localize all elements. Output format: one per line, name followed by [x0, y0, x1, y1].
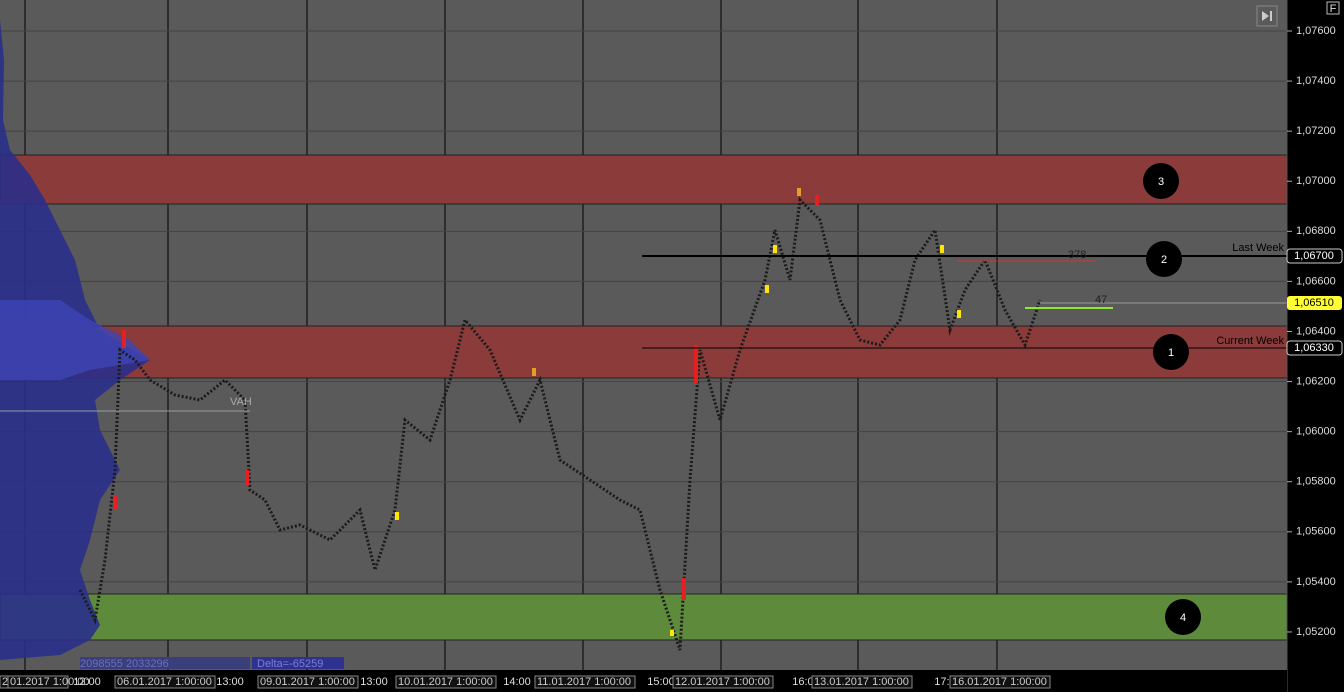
hour-label: 13:00 — [216, 676, 244, 688]
hour-label: 13:00 — [360, 676, 388, 688]
volume-profile-peak — [0, 300, 150, 380]
price-tag — [1287, 296, 1342, 310]
scroll-end-icon — [1262, 11, 1272, 21]
price-label: 1,05600 — [1296, 526, 1336, 538]
hour-label: 15:00 — [647, 676, 675, 688]
price-tag-text: 1,06700 — [1294, 250, 1334, 262]
date-label: 13.01.2017 1:00:00 — [814, 676, 909, 688]
date-box — [811, 675, 913, 689]
hour-label: 14:00 — [503, 676, 531, 688]
date-box — [257, 675, 359, 689]
price-axis: 1,07600 1,07400 1,07200 1,07000 1,06800 1,066… — [1287, 25, 1336, 638]
highlight-ticks — [113, 188, 961, 636]
date-box — [114, 675, 216, 689]
price-label: 1,07600 — [1296, 25, 1336, 37]
zone-number: 2 — [1161, 254, 1167, 266]
price-label: 1,06200 — [1296, 375, 1336, 387]
price-label: 1,07400 — [1296, 75, 1336, 87]
date-box — [949, 675, 1051, 689]
corner-button-label: F — [1330, 3, 1337, 15]
date-label: 10.01.2017 1:00:00 — [398, 676, 493, 688]
date-label: 12.01.2017 1:00:00 — [675, 676, 770, 688]
price-label: 1,06800 — [1296, 225, 1336, 237]
price-tag — [1286, 340, 1343, 356]
price-trace — [78, 196, 1042, 651]
date-label: 01.2017 1:00:00 — [10, 676, 90, 688]
hour-label: 12:00 — [73, 676, 101, 688]
date-box — [7, 675, 69, 689]
price-label: 1,06400 — [1296, 325, 1336, 337]
date-label: 11.01.2017 1:00:00 — [537, 676, 631, 688]
zone-1 — [0, 325, 1288, 379]
zone-number: 1 — [1168, 347, 1174, 359]
price-label: 1,05800 — [1296, 476, 1336, 488]
red-count: 378 — [1068, 249, 1086, 261]
current-week-label: Current Week — [1216, 335, 1284, 347]
price-tag-text: 1,06510 — [1294, 297, 1334, 309]
delta-box — [252, 657, 344, 669]
zone-number: 4 — [1180, 612, 1186, 624]
date-label: 09.01.2017 1:00:00 — [260, 676, 355, 688]
zone-3 — [0, 154, 1288, 205]
time-labels: 12:0013:0013:0014:0015:0016:0017:002.201… — [0, 675, 1051, 689]
price-label: 1,06000 — [1296, 426, 1336, 438]
zone-markers: 3 2 1 4 — [1143, 163, 1201, 635]
zone-4 — [0, 593, 1288, 641]
green-count: 47 — [1095, 294, 1107, 306]
price-tag-text: 1,06330 — [1294, 342, 1334, 354]
profile-delta: Delta=-65259 — [257, 658, 323, 670]
profile-bar — [80, 657, 250, 669]
vah-label: VAH — [230, 396, 252, 408]
date-box — [534, 675, 636, 689]
date-box — [395, 675, 497, 689]
profile-volumes: 2098555 2033296 — [80, 658, 169, 670]
last-week-label: Last Week — [1232, 242, 1284, 254]
price-label: 1,05200 — [1296, 626, 1336, 638]
corner-button[interactable] — [1326, 1, 1340, 15]
price-label: 1,06600 — [1296, 275, 1336, 287]
date-label: 16.01.2017 1:00:00 — [952, 676, 1047, 688]
price-label: 1,05400 — [1296, 576, 1336, 588]
date-box — [672, 675, 774, 689]
price-tag — [1286, 248, 1343, 264]
zone-number: 3 — [1158, 176, 1164, 188]
price-label: 1,07200 — [1296, 125, 1336, 137]
price-label: 1,07000 — [1296, 175, 1336, 187]
date-label: 06.01.2017 1:00:00 — [117, 676, 212, 688]
